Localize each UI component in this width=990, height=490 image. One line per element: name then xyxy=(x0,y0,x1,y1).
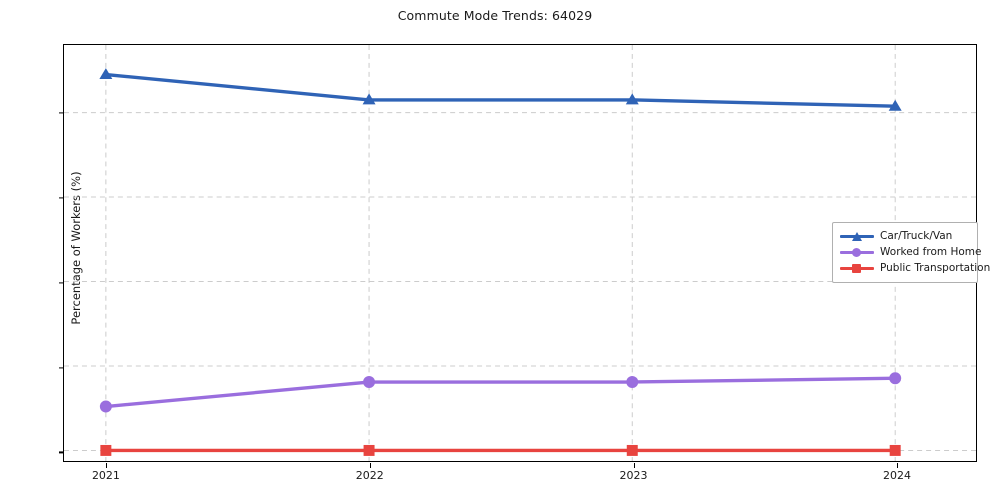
x-tick-mark xyxy=(105,463,108,468)
x-tick-label: 2024 xyxy=(883,469,912,482)
x-tick-label: 2021 xyxy=(91,469,120,482)
plot-area: Percentage of Workers (%) 0%20%40%60%80%… xyxy=(59,44,977,482)
legend-marker-circle-icon xyxy=(852,247,861,257)
legend-item-3[interactable]: Public Transportation xyxy=(840,260,990,276)
data-point-marker xyxy=(888,99,902,111)
y-tick-mark xyxy=(59,451,64,453)
y-tick-mark xyxy=(59,366,64,369)
chart-legend: Car/Truck/Van Worked from Home Public Tran… xyxy=(832,222,990,283)
x-tick-mark xyxy=(369,463,371,468)
data-point-marker xyxy=(625,93,639,105)
y-tick-mark xyxy=(59,112,64,114)
legend-label: Car/Truck/Van xyxy=(880,230,953,242)
data-point-marker xyxy=(889,372,902,385)
legend-swatch-square-icon xyxy=(840,260,874,276)
legend-swatch-circle-icon xyxy=(840,244,874,260)
chart-title: Commute Mode Trends: 64029 xyxy=(397,8,593,23)
data-point-marker xyxy=(362,93,376,105)
y-tick-mark xyxy=(59,197,64,199)
x-tick-label: 2022 xyxy=(355,469,384,482)
series-line-1 xyxy=(104,72,897,108)
x-tick-mark xyxy=(633,463,635,468)
legend-label: Worked from Home xyxy=(880,246,982,258)
legend-swatch-triangle-icon xyxy=(840,228,874,244)
data-point-marker xyxy=(99,68,113,80)
data-series-layer xyxy=(99,68,902,456)
data-point-marker xyxy=(889,444,901,456)
x-tick-label: 2023 xyxy=(619,469,648,482)
data-point-marker xyxy=(100,444,112,456)
y-tick-mark xyxy=(59,282,64,284)
data-point-marker xyxy=(363,376,376,388)
legend-item-1[interactable]: Car/Truck/Van xyxy=(840,228,970,244)
legend-marker-triangle-icon xyxy=(852,232,862,241)
data-point-marker xyxy=(626,376,639,388)
series-line-2 xyxy=(104,376,897,409)
x-tick-mark xyxy=(897,463,899,468)
data-point-marker xyxy=(99,400,112,413)
data-point-marker xyxy=(626,444,638,456)
legend-marker-square-icon xyxy=(852,263,861,273)
data-point-marker xyxy=(363,444,375,456)
legend-item-2[interactable]: Worked from Home xyxy=(840,244,981,260)
legend-label: Public Transportation xyxy=(880,262,990,274)
